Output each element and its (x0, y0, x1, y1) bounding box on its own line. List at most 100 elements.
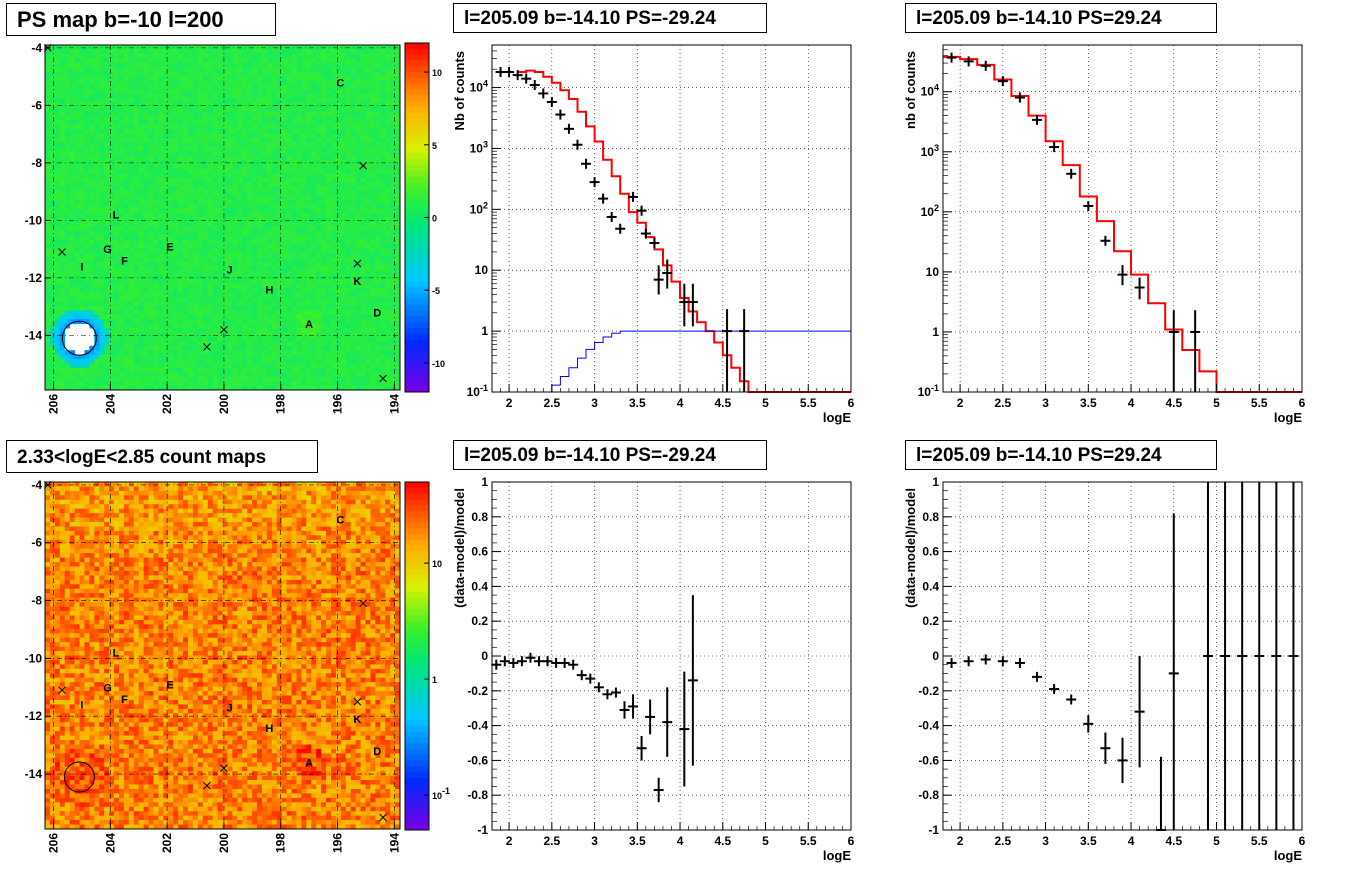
residual-neg-data-point (662, 687, 673, 757)
spectrum-pos-xtick-label: 6 (1299, 396, 1306, 410)
residual-neg-xtick-label: 3.5 (629, 834, 646, 848)
residual-neg-points (491, 595, 698, 803)
residual-neg-data-point (610, 687, 621, 698)
spectrum-pos-data-point (1190, 310, 1201, 392)
count-map-source-cross (379, 813, 387, 822)
residual-pos-data-point (1032, 671, 1043, 682)
ps-map-frame (44, 44, 401, 391)
spectrum-pos-plot (942, 44, 1303, 393)
spectrum-neg-data-point (722, 309, 733, 392)
residual-neg-data-point (653, 777, 664, 803)
spectrum-pos-points (946, 52, 1201, 392)
ps-map-source-cross (203, 343, 211, 351)
spectrum-neg-data-point (649, 237, 660, 248)
residual-neg-data-point (551, 657, 562, 668)
count-map-colorbar-label: 10-1 (432, 786, 450, 801)
spectrum-pos-xtick-label: 4.5 (1165, 396, 1182, 410)
spectrum-neg-data-point (687, 283, 698, 327)
residual-neg-data-point (619, 701, 630, 719)
spectrum-neg-series-1 (492, 330, 851, 393)
residual-pos-data-point (997, 656, 1008, 667)
ps-map-source-label: E (166, 241, 173, 253)
ps-map-ytick-label: -14 (25, 328, 43, 342)
spectrum-neg-data-point (538, 88, 549, 99)
spectrum-neg-ytick-label: 102 (470, 200, 488, 216)
residual-pos-data-point (1014, 657, 1025, 668)
count-map-source-cross (353, 697, 362, 706)
residual-neg-ytick-label: 0.4 (471, 579, 488, 593)
residual-pos-ytick-label: -1 (928, 823, 939, 837)
ps-map-ps-outline (61, 320, 97, 356)
spectrum-pos-data-point (946, 52, 957, 63)
spectrum-pos-data-point (1066, 168, 1077, 179)
residual-neg-ytick-label: 1 (481, 475, 488, 489)
residual-pos-xtick-label: 2.5 (994, 834, 1011, 848)
residual-neg-frame (491, 481, 852, 831)
ps-map-xtick-label: 204 (103, 394, 117, 414)
ps-map-colorbar (404, 42, 430, 393)
count-map-ytick-label: -4 (31, 478, 42, 492)
spectrum-neg-data-point (662, 259, 673, 289)
count-map-colorbar-label: 10 (432, 559, 442, 569)
spectrum-pos-xtick-label: 5.5 (1251, 396, 1268, 410)
spectrum-neg-data-point (739, 309, 750, 392)
spectrum-neg-data-point (512, 70, 523, 81)
residual-pos-data-point (1100, 732, 1111, 764)
residual-pos-title: l=205.09 b=-14.10 PS=29.24 (905, 440, 1217, 470)
ps-map-source-label: A (305, 319, 313, 331)
residual-neg-ytick-label: -0.4 (467, 719, 488, 733)
ps-map-source-cross (220, 325, 228, 334)
spectrum-neg-xtick-label: 5.5 (800, 396, 817, 410)
residual-neg-data-point (585, 673, 596, 684)
residual-pos-data-point (1168, 513, 1179, 830)
ps-map-xtick-label: 200 (217, 394, 231, 414)
spectrum-neg-data-point (572, 139, 583, 150)
residual-neg-data-point (516, 656, 527, 667)
residual-neg-xlabel: logE (823, 848, 851, 863)
residual-pos-xtick-label: 5.5 (1251, 834, 1268, 848)
ps-map-colorbar-label: 0 (432, 214, 437, 224)
ps-map-pixels (45, 45, 401, 391)
ps-map-source-label: G (103, 244, 112, 256)
residual-neg-ytick-label: 0.8 (471, 510, 488, 524)
spectrum-neg-data-point (555, 109, 566, 120)
spectrum-neg-data-point (606, 211, 617, 222)
spectrum-pos-xtick-label: 5 (1213, 396, 1220, 410)
residual-pos-data-point (1202, 482, 1213, 830)
residual-pos-xtick-label: 2 (957, 834, 964, 848)
spectrum-neg-series-0 (517, 69, 851, 393)
count-map-source-cross (43, 481, 52, 489)
spectrum-neg-xtick-label: 2 (506, 396, 513, 410)
residual-neg-ytick-label: 0.2 (471, 614, 488, 628)
spectrum-neg-frame (491, 44, 852, 393)
residual-pos-data-point (946, 657, 957, 668)
count-map-source-cross (359, 599, 367, 608)
ps-map-source-label: D (373, 307, 381, 319)
count-map-source-cross (58, 686, 66, 695)
spectrum-neg-data-point (628, 191, 639, 202)
count-map-source-label: D (373, 746, 381, 758)
spectrum-neg-data-point (563, 123, 574, 134)
spectrum-neg-xtick-label: 5 (762, 396, 769, 410)
spectrum-pos-xlabel: logE (1274, 410, 1302, 425)
residual-pos-ytick-label: 0.2 (922, 614, 939, 628)
spectrum-neg-data-point (504, 67, 515, 78)
residual-pos-xtick-label: 5 (1213, 834, 1220, 848)
residual-neg-data-point (534, 656, 545, 667)
residual-pos-ytick-label: 0.8 (922, 510, 939, 524)
ps-map-colorbar-label: 10 (432, 68, 442, 78)
residual-pos-data-point (1254, 482, 1265, 830)
residual-neg-ytick-label: 0.6 (471, 545, 488, 559)
residual-neg-xtick-label: 4 (677, 834, 684, 848)
residual-pos-data-point (963, 656, 974, 667)
residual-pos-data-point (1117, 737, 1128, 784)
residual-pos-xlabel: logE (1274, 848, 1302, 863)
count-map-plot (43, 481, 401, 830)
count-map-source-cross (220, 764, 228, 773)
spectrum-neg-xtick-label: 4 (677, 396, 684, 410)
count-map-title: 2.33<logE<2.85 count maps (6, 440, 318, 473)
residual-neg-data-point (636, 736, 647, 761)
count-map-xtick-label: 206 (47, 833, 61, 853)
residual-neg-xtick-label: 2.5 (543, 834, 560, 848)
